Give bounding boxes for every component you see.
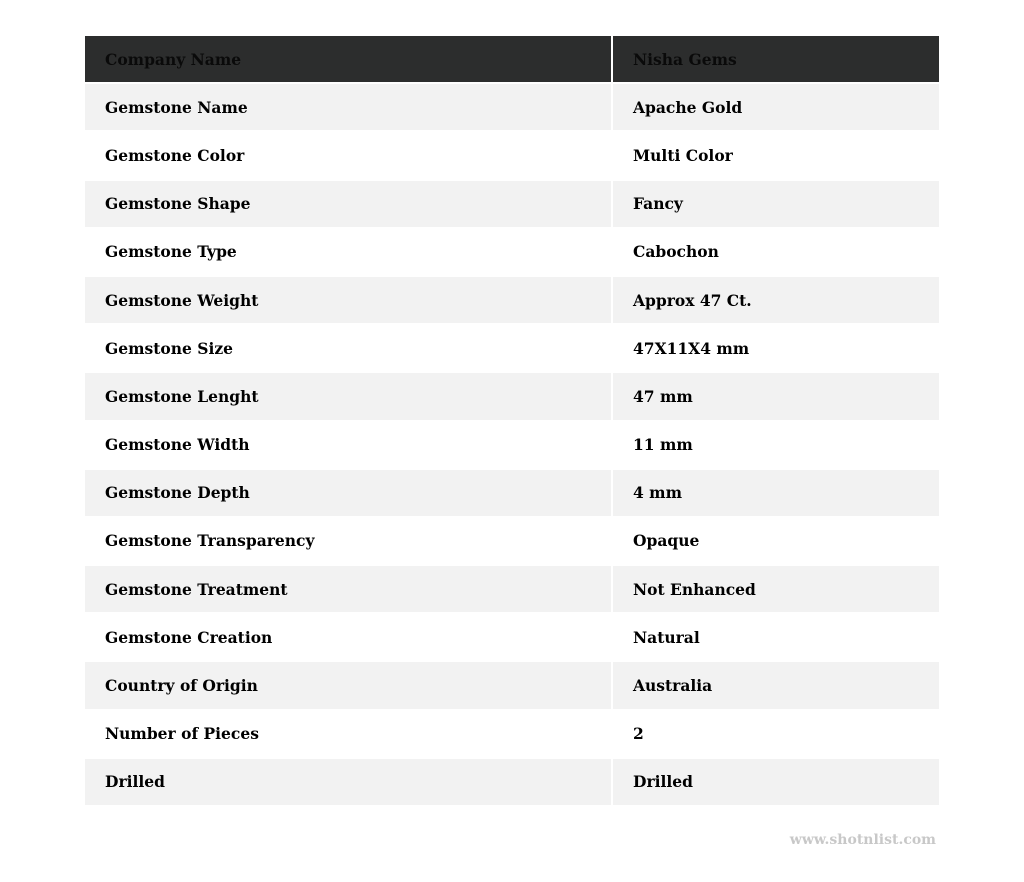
table-row: Gemstone Treatment Not Enhanced [85,566,939,613]
row-label: Drilled [85,758,611,805]
table-row: Drilled Drilled [85,758,939,805]
table-row: Gemstone Depth 4 mm [85,469,939,516]
table-row: Gemstone Creation Natural [85,614,939,661]
table-header-row: Company Name Nisha Gems [85,36,939,83]
row-value: Multi Color [613,132,939,179]
row-label: Gemstone Shape [85,180,611,227]
header-value: Nisha Gems [613,36,939,83]
row-value: Cabochon [613,228,939,275]
row-value: 47X11X4 mm [613,325,939,372]
row-value: Natural [613,614,939,661]
row-value: 2 [613,710,939,757]
table-row: Gemstone Name Apache Gold [85,84,939,131]
table-row: Country of Origin Australia [85,662,939,709]
row-value: Approx 47 Ct. [613,276,939,324]
row-label: Country of Origin [85,662,611,709]
table-row: Gemstone Type Cabochon [85,228,939,275]
row-value: Not Enhanced [613,566,939,613]
row-value: 4 mm [613,469,939,516]
row-value: Opaque [613,517,939,565]
row-label: Gemstone Depth [85,469,611,516]
row-label: Number of Pieces [85,710,611,757]
row-label: Gemstone Transparency [85,517,611,565]
row-value: Apache Gold [613,84,939,131]
row-value: 47 mm [613,373,939,420]
table-row: Gemstone Shape Fancy [85,180,939,227]
product-spec-table: Company Name Nisha Gems Gemstone Name Apa… [85,36,939,807]
header-label: Company Name [85,36,611,83]
table-row: Gemstone Lenght 47 mm [85,373,939,420]
row-label: Gemstone Lenght [85,373,611,420]
row-value: Fancy [613,180,939,227]
row-value: Australia [613,662,939,709]
table-row: Number of Pieces 2 [85,710,939,757]
row-label: Gemstone Name [85,84,611,131]
row-label: Gemstone Creation [85,614,611,661]
row-label: Gemstone Width [85,421,611,468]
row-value: 11 mm [613,421,939,468]
table-row: Gemstone Size 47X11X4 mm [85,325,939,372]
row-label: Gemstone Weight [85,276,611,324]
row-label: Gemstone Type [85,228,611,275]
table-row: Gemstone Width 11 mm [85,421,939,468]
table-row: Gemstone Weight Approx 47 Ct. [85,276,939,324]
row-label: Gemstone Color [85,132,611,179]
table-row: Gemstone Color Multi Color [85,132,939,179]
row-label: Gemstone Treatment [85,566,611,613]
table-row: Gemstone Transparency Opaque [85,517,939,565]
row-label: Gemstone Size [85,325,611,372]
row-value: Drilled [613,758,939,805]
watermark: www.shotnlist.com [789,832,936,848]
